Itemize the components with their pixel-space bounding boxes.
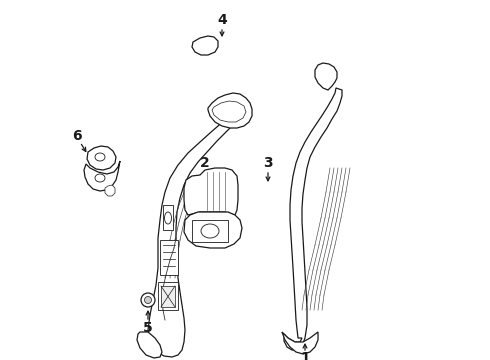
Polygon shape	[284, 88, 342, 350]
Polygon shape	[163, 205, 173, 230]
Polygon shape	[137, 332, 162, 358]
Polygon shape	[212, 101, 246, 122]
Text: 1: 1	[300, 351, 310, 360]
Text: 5: 5	[143, 321, 153, 335]
Polygon shape	[87, 146, 116, 170]
Polygon shape	[184, 212, 242, 248]
Polygon shape	[282, 332, 318, 354]
Text: 3: 3	[263, 156, 273, 170]
Polygon shape	[315, 63, 337, 90]
Polygon shape	[192, 36, 218, 55]
Text: 4: 4	[217, 13, 227, 27]
Polygon shape	[208, 93, 252, 128]
Polygon shape	[158, 282, 178, 310]
Polygon shape	[84, 161, 120, 191]
Polygon shape	[161, 286, 175, 307]
Polygon shape	[192, 220, 228, 242]
Polygon shape	[184, 168, 238, 215]
Text: 6: 6	[72, 129, 82, 143]
Polygon shape	[105, 185, 115, 196]
Polygon shape	[160, 240, 178, 275]
Circle shape	[141, 293, 155, 307]
Polygon shape	[148, 105, 242, 357]
Text: 2: 2	[200, 156, 210, 170]
Circle shape	[145, 297, 151, 303]
